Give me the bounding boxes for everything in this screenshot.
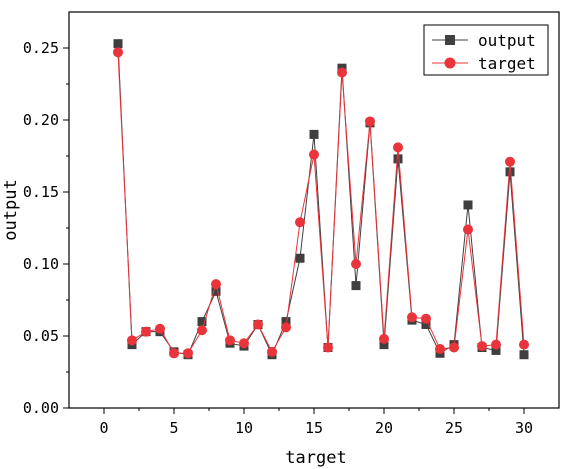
data-point-target: [379, 333, 389, 344]
data-point-target: [225, 335, 235, 346]
legend-target-marker: [444, 57, 456, 69]
data-point-target: [253, 319, 263, 330]
data-point-output: [281, 317, 291, 327]
y-axis-title: output: [1, 179, 21, 240]
data-point-target: [113, 47, 123, 58]
data-point-output: [463, 200, 473, 210]
data-point-output: [211, 286, 221, 296]
data-point-target: [337, 67, 347, 78]
data-point-target: [239, 338, 249, 349]
data-point-target: [393, 142, 403, 153]
data-point-target: [449, 342, 459, 353]
data-point-target: [365, 116, 375, 127]
data-point-target: [351, 259, 361, 269]
data-point-target: [309, 149, 319, 160]
legend-box: [423, 24, 549, 76]
data-point-target: [183, 348, 193, 359]
data-point-target: [197, 325, 207, 336]
data-point-target: [491, 339, 501, 350]
x-tick-label: 30: [515, 419, 533, 437]
data-point-target: [127, 335, 137, 346]
series-target: [113, 47, 529, 359]
legend-output-label: output: [478, 31, 536, 50]
data-point-target: [295, 217, 305, 228]
data-point-output: [351, 281, 361, 291]
y-tick-label: 0.00: [23, 399, 59, 417]
data-point-target: [141, 326, 151, 337]
data-point-output: [393, 154, 403, 164]
data-point-output: [379, 340, 389, 350]
x-tick-label: 25: [445, 419, 463, 437]
series-layer: [113, 39, 529, 360]
x-tick-label: 15: [305, 419, 323, 437]
x-tick-label: 5: [169, 419, 178, 437]
legend: output target: [423, 24, 549, 76]
data-point-target: [281, 322, 291, 333]
data-point-output: [113, 39, 123, 49]
legend-target-label: target: [478, 54, 536, 73]
x-tick-label: 0: [99, 419, 108, 437]
data-point-target: [155, 323, 165, 334]
data-point-target: [463, 224, 473, 235]
data-point-output: [491, 345, 501, 355]
data-point-target: [421, 313, 431, 324]
y-tick-label: 0.15: [23, 183, 59, 201]
y-tick-label: 0.25: [23, 39, 59, 57]
data-point-output: [309, 129, 319, 139]
data-point-target: [211, 279, 221, 290]
data-point-output: [421, 319, 431, 329]
y-tick-label: 0.05: [23, 327, 59, 345]
data-point-output: [519, 350, 529, 360]
data-point-target: [435, 343, 445, 354]
data-point-target: [505, 156, 515, 167]
axis-layer: 0 5 10 15 20 25 30 0.00 0.05 0.10 0.15 0.20 0.25: [23, 39, 533, 437]
data-point-target: [169, 348, 179, 359]
data-point-output: [295, 253, 305, 263]
x-tick-label: 20: [375, 419, 393, 437]
legend-output-marker: [445, 35, 455, 45]
data-point-target: [267, 346, 277, 357]
data-point-target: [519, 339, 529, 350]
data-point-target: [477, 341, 487, 352]
x-tick-label: 10: [235, 419, 253, 437]
data-point-output: [505, 167, 515, 177]
x-axis-title: target: [285, 448, 346, 468]
y-tick-label: 0.20: [23, 111, 59, 129]
y-tick-label: 0.10: [23, 255, 59, 273]
data-point-output: [197, 317, 207, 327]
data-point-target: [407, 312, 417, 323]
data-point-target: [323, 342, 333, 353]
